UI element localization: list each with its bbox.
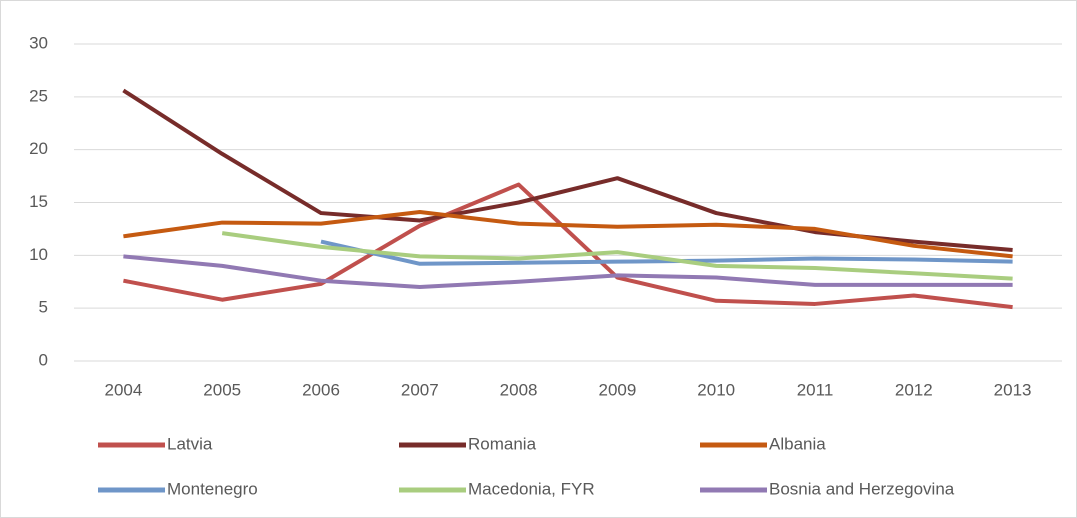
y-tick-label: 25 (29, 86, 48, 105)
x-tick-label: 2006 (302, 380, 340, 399)
x-tick-label: 2008 (500, 380, 538, 399)
y-tick-label: 30 (29, 33, 48, 52)
x-tick-label: 2009 (598, 380, 636, 399)
legend-label: Romania (468, 434, 537, 453)
legend-label: Albania (769, 434, 826, 453)
x-tick-label: 2013 (994, 380, 1032, 399)
legend-label: Bosnia and Herzegovina (769, 479, 955, 498)
legend-label: Latvia (167, 434, 213, 453)
x-tick-label: 2005 (203, 380, 241, 399)
legend-label: Macedonia, FYR (468, 479, 595, 498)
x-tick-label: 2010 (697, 380, 735, 399)
legend-label: Montenegro (167, 479, 258, 498)
y-tick-label: 0 (39, 350, 48, 369)
line-series (221, 231, 1013, 281)
x-tick-label: 2004 (104, 380, 142, 399)
y-tick-label: 10 (29, 245, 48, 264)
x-tick-label: 2012 (895, 380, 933, 399)
x-tick-label: 2007 (401, 380, 439, 399)
line-series (123, 210, 1013, 259)
line-series (320, 239, 1013, 266)
line-series (123, 182, 1013, 310)
y-tick-label: 20 (29, 139, 48, 158)
line-series (123, 254, 1013, 290)
x-tick-label: 2011 (797, 380, 834, 399)
y-tick-label: 5 (39, 298, 48, 317)
y-tick-label: 15 (29, 192, 48, 211)
